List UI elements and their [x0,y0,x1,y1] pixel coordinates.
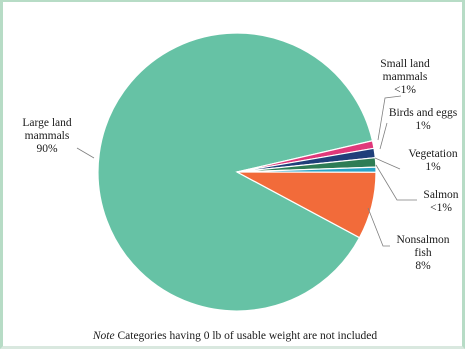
slice-large-land-mammals [97,32,374,312]
label-line: 1% [425,161,441,173]
leader-lines [76,95,417,247]
label-nonsalmon-fish: Nonsalmon fish 8% [396,234,449,272]
label-line: 90% [36,143,58,155]
pie-chart: Large land mammals 90%Small land mammals <1%… [22,32,459,342]
leader-birds-and-eggs [379,122,388,150]
leader-large-land-mammals [76,147,95,159]
pie-slices [97,32,377,312]
slice-nonsalmon-fish [236,171,377,239]
label-line: <1% [430,202,452,214]
label-large-land-mammals: Large land mammals 90% [22,117,72,155]
label-line: Nonsalmon [396,234,449,246]
footnote-text: Categories having 0 lb of usable weight … [115,330,378,342]
leader-nonsalmon-fish [367,207,390,247]
label-line: Large land [22,117,72,129]
label-line: mammals [25,130,70,142]
slice-labels: Large land mammals 90%Small land mammals <1%… [22,58,458,272]
label-line: 8% [415,260,431,272]
leader-salmon [375,164,417,201]
label-line: Vegetation [408,148,457,160]
label-vegetation: Vegetation 1% [408,148,457,173]
label-birds-and-eggs: Birds and eggs 1% [389,107,458,132]
label-line: mammals [383,71,428,83]
leader-small-land-mammals [377,95,402,141]
footnote-prefix: Note [92,330,115,342]
label-line: 1% [415,120,431,132]
label-small-land-mammals: Small land mammals <1% [380,58,430,96]
leader-vegetation [374,157,401,170]
label-salmon: Salmon <1% [423,189,458,214]
footnote: Note Categories having 0 lb of usable we… [92,330,377,342]
label-line: Birds and eggs [389,107,458,119]
label-line: Salmon [423,189,458,201]
label-line: Small land [380,58,430,70]
label-line: fish [414,247,432,259]
label-line: <1% [394,84,416,96]
